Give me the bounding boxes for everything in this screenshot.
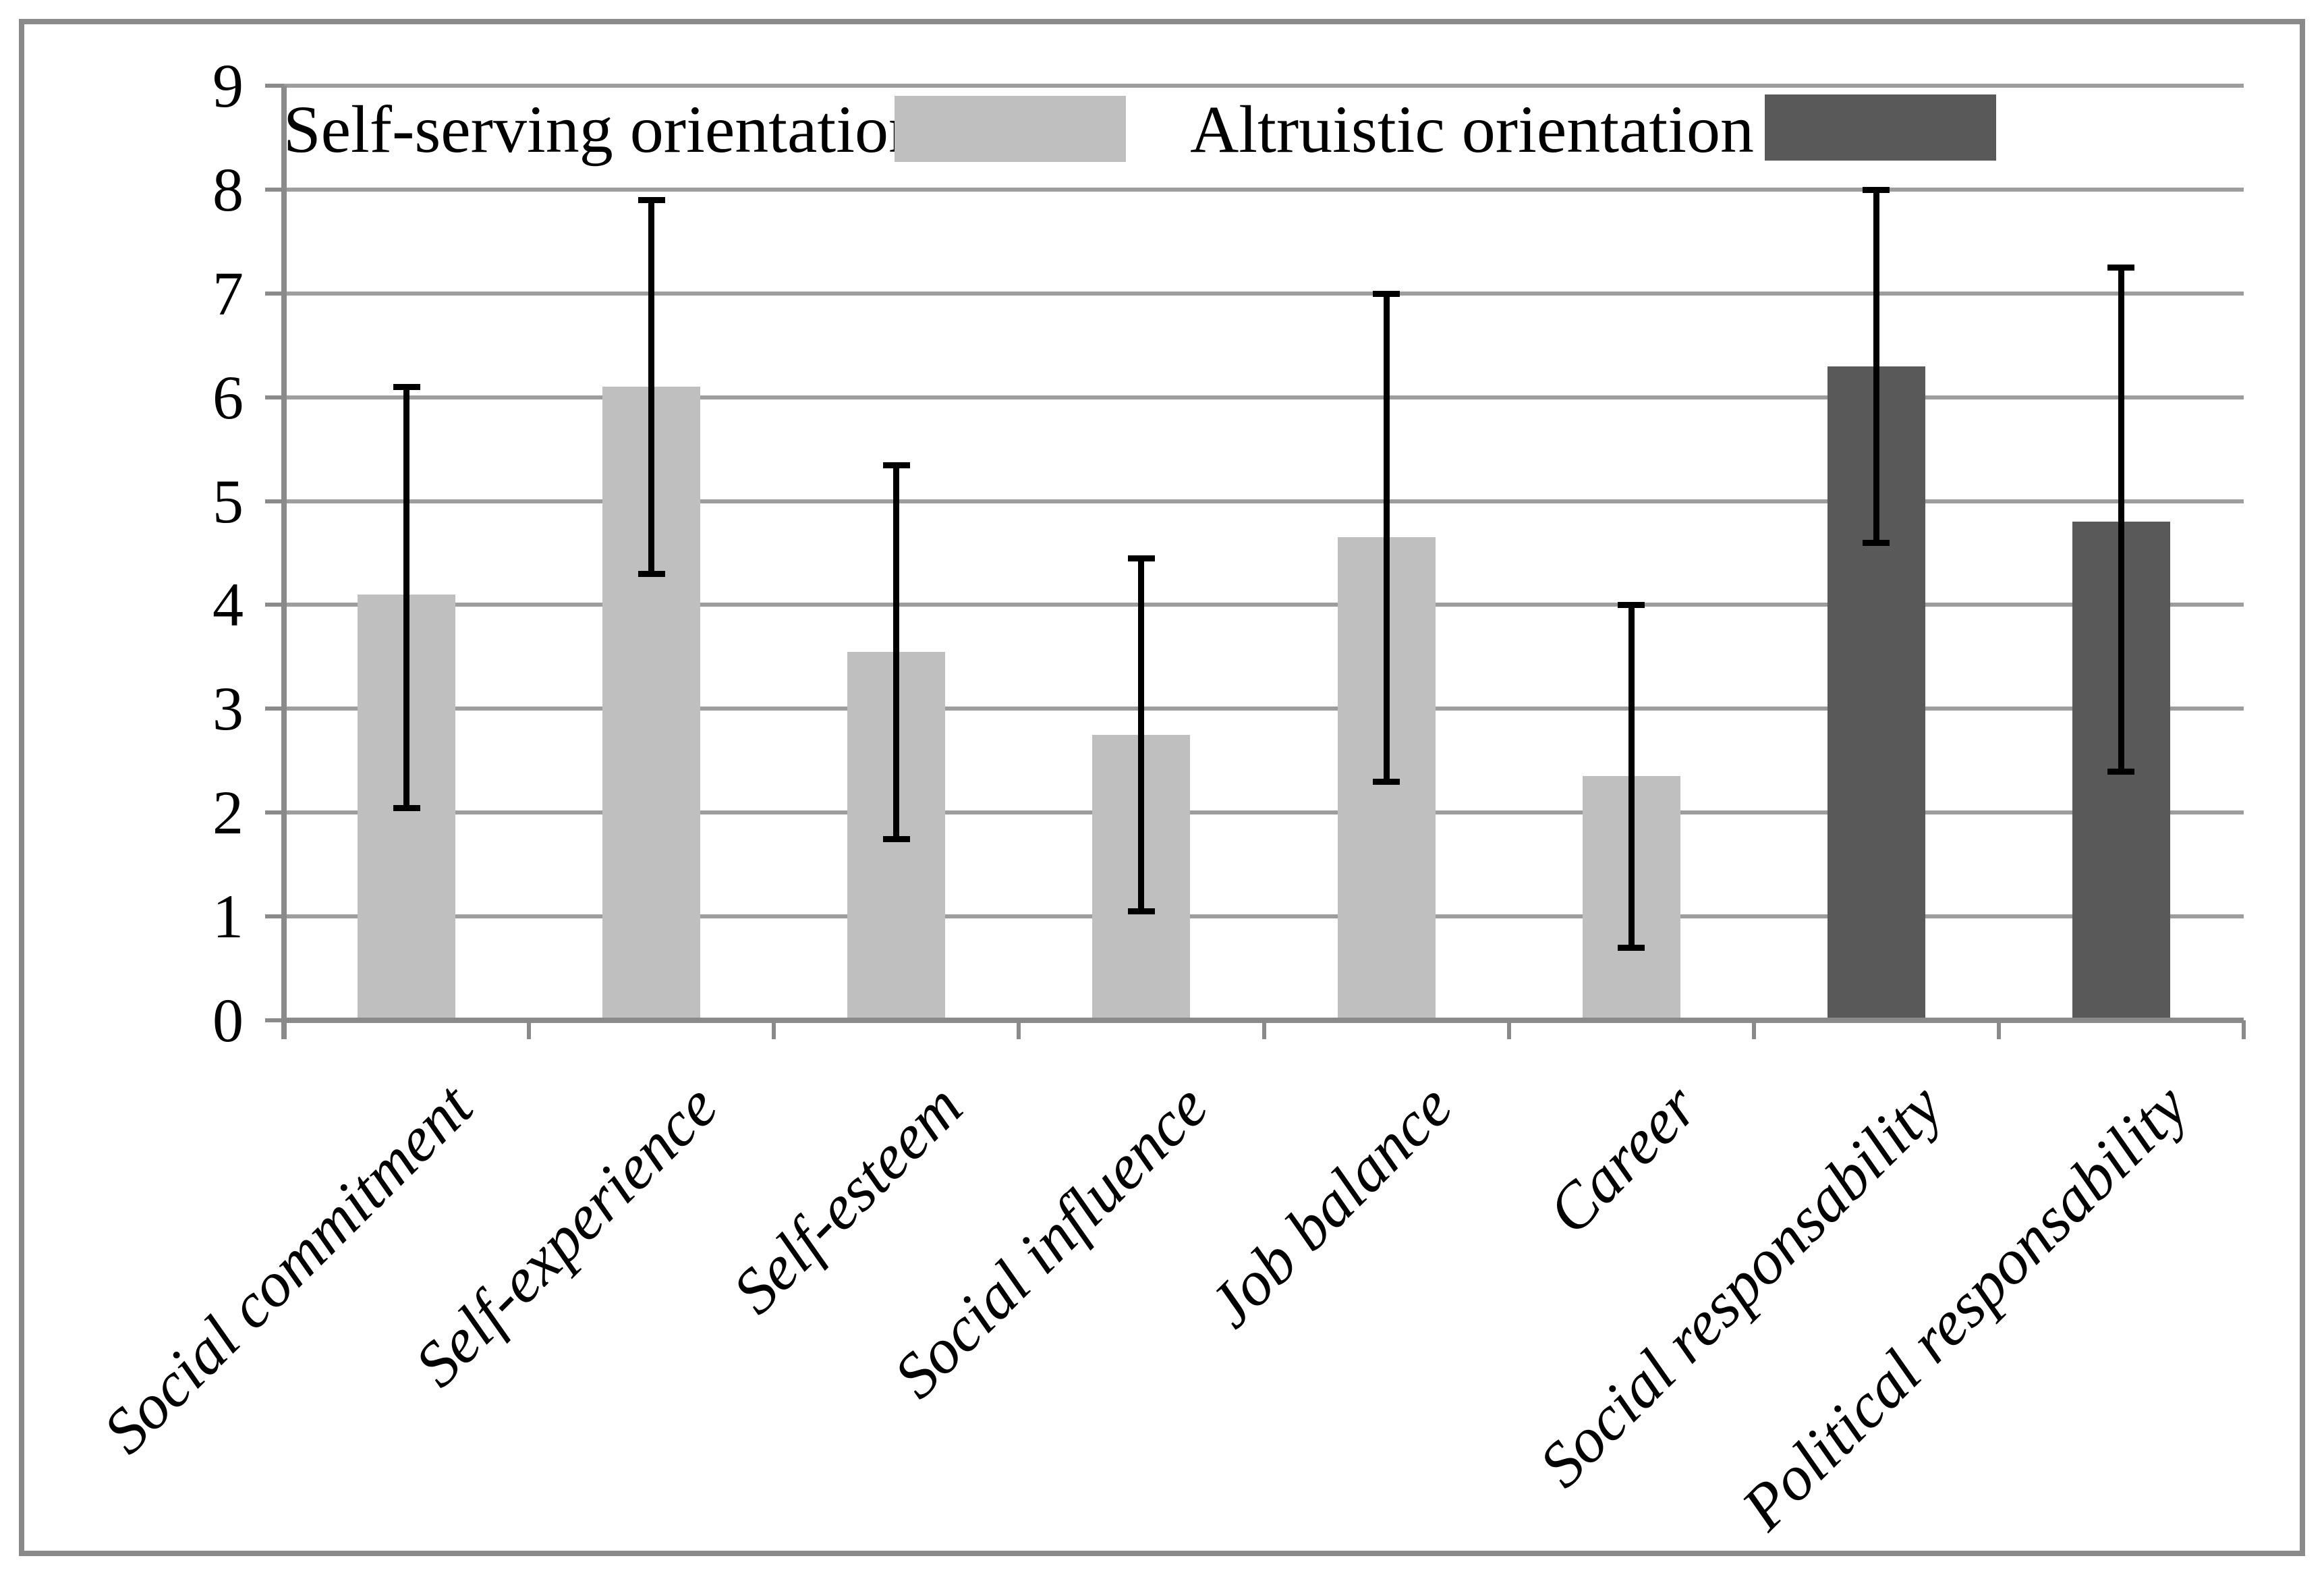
error-bar-top-cap-political-responsability (2107, 265, 2135, 271)
gridline-8 (284, 187, 2244, 192)
y-tick-label-6: 6 (212, 362, 244, 432)
x-tick-8 (2242, 1020, 2246, 1039)
y-tick-2 (265, 810, 284, 815)
x-tick-6 (1751, 1020, 1756, 1039)
error-bar-top-cap-social-responsability (1863, 186, 1890, 193)
y-tick-1 (265, 914, 284, 919)
error-bar-bottom-cap-self-esteem (882, 835, 910, 842)
legend-label-altruistic: Altruistic orientation (1190, 92, 1754, 167)
error-bar-social-responsability (1873, 189, 1879, 543)
error-bar-political-responsability (2118, 267, 2124, 771)
legend-label-self-serving: Self-serving orientation (283, 92, 922, 167)
error-bar-self-experience (648, 200, 655, 574)
chart-border-frame (19, 19, 2305, 1556)
gridline-5 (284, 499, 2244, 503)
error-bar-job-balance (1383, 293, 1390, 782)
error-bar-bottom-cap-self-experience (637, 571, 665, 578)
x-tick-4 (1262, 1020, 1266, 1039)
y-axis (281, 86, 287, 1039)
y-tick-label-3: 3 (212, 674, 244, 744)
gridline-3 (284, 707, 2244, 711)
legend-swatch-self-serving (895, 96, 1126, 162)
y-tick-8 (265, 187, 284, 192)
gridline-9 (284, 84, 2244, 88)
y-tick-label-8: 8 (212, 155, 244, 224)
x-axis (284, 1018, 2244, 1023)
gridline-4 (284, 603, 2244, 607)
x-tick-5 (1506, 1020, 1511, 1039)
y-tick-5 (265, 499, 284, 503)
y-tick-label-0: 0 (212, 986, 244, 1055)
x-tick-3 (1017, 1020, 1021, 1039)
error-bar-bottom-cap-social-commitment (393, 804, 420, 811)
error-bar-bottom-cap-career (1618, 945, 1645, 951)
y-tick-6 (265, 395, 284, 399)
x-tick-1 (527, 1020, 532, 1039)
gridline-2 (284, 810, 2244, 815)
error-bar-social-commitment (403, 387, 410, 808)
error-bar-top-cap-social-commitment (393, 384, 420, 391)
error-bar-bottom-cap-social-responsability (1863, 540, 1890, 547)
y-tick-0 (265, 1018, 284, 1022)
error-bar-top-cap-job-balance (1373, 290, 1400, 297)
gridline-6 (284, 395, 2244, 399)
error-bar-self-esteem (893, 464, 900, 839)
y-tick-label-4: 4 (212, 570, 244, 640)
y-tick-label-7: 7 (212, 258, 244, 328)
error-bar-social-influence (1138, 558, 1145, 912)
error-bar-top-cap-social-influence (1127, 555, 1155, 562)
gridline-1 (284, 914, 2244, 919)
error-bar-bottom-cap-political-responsability (2107, 768, 2135, 775)
legend-swatch-altruistic (1765, 94, 1996, 161)
y-tick-label-5: 5 (212, 466, 244, 536)
y-tick-label-2: 2 (212, 778, 244, 848)
y-tick-label-9: 9 (212, 51, 244, 120)
error-bar-top-cap-self-experience (637, 197, 665, 204)
y-tick-4 (265, 603, 284, 607)
x-tick-7 (1996, 1020, 2001, 1039)
gridline-7 (284, 291, 2244, 296)
error-bar-career (1628, 605, 1635, 948)
error-bar-top-cap-career (1618, 602, 1645, 609)
x-tick-2 (772, 1020, 776, 1039)
y-tick-9 (265, 84, 284, 88)
error-bar-top-cap-self-esteem (882, 462, 910, 468)
error-bar-bottom-cap-social-influence (1127, 908, 1155, 915)
y-tick-label-1: 1 (212, 882, 244, 951)
y-tick-3 (265, 707, 284, 711)
error-bar-bottom-cap-job-balance (1373, 779, 1400, 785)
y-tick-7 (265, 291, 284, 296)
